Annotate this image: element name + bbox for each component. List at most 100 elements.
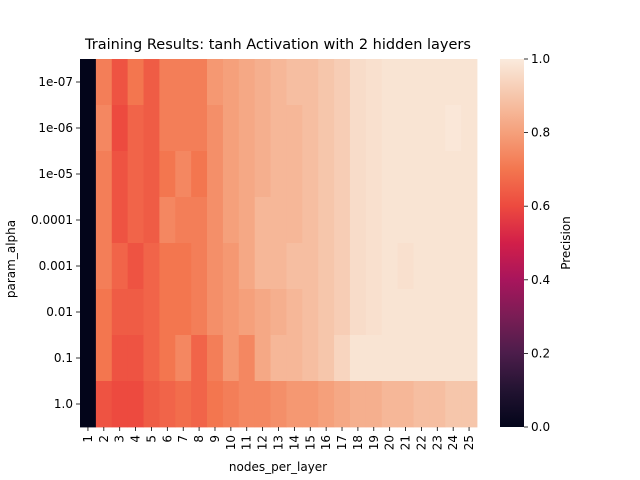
heatmap-cell bbox=[207, 151, 224, 198]
colorbar-tick-label: 1.0 bbox=[531, 52, 550, 66]
y-tick-label: 0.1 bbox=[54, 351, 73, 365]
colorbar-tick-label: 0.4 bbox=[531, 273, 550, 287]
heatmap-cell bbox=[429, 243, 446, 290]
heatmap-cell bbox=[461, 59, 478, 106]
y-tick-label: 1e-07 bbox=[38, 75, 73, 89]
heatmap-cell bbox=[461, 151, 478, 198]
heatmap-cell bbox=[365, 381, 383, 428]
y-tick-label: 0.0001 bbox=[31, 213, 73, 227]
heatmap-cell bbox=[286, 289, 303, 336]
heatmap-cell bbox=[461, 289, 478, 336]
heatmap-cell bbox=[461, 105, 478, 152]
heatmap-cell bbox=[95, 243, 113, 290]
x-tick-label: 13 bbox=[272, 435, 286, 450]
colorbar-tick-label: 0.0 bbox=[531, 420, 550, 434]
heatmap-cell bbox=[80, 381, 97, 428]
heatmap-cell bbox=[254, 59, 271, 106]
y-tick-label: 0.001 bbox=[39, 259, 73, 273]
heatmap-cell bbox=[254, 151, 271, 198]
heatmap-cell bbox=[111, 289, 129, 336]
heatmap-cell bbox=[445, 197, 462, 244]
x-tick-label: 19 bbox=[367, 435, 381, 450]
heatmap-cell bbox=[397, 59, 414, 106]
heatmap-cell bbox=[95, 105, 113, 152]
heatmap-cell bbox=[429, 105, 446, 152]
heatmap-cell bbox=[127, 105, 144, 152]
heatmap-cell bbox=[302, 335, 319, 382]
heatmap-cell bbox=[270, 151, 287, 198]
x-tick-label: 23 bbox=[430, 435, 444, 450]
heatmap-cell bbox=[175, 151, 192, 198]
heatmap-cell bbox=[413, 381, 430, 428]
heatmap-cell bbox=[207, 59, 224, 106]
heatmap-cell bbox=[238, 243, 256, 290]
heatmap-cell bbox=[270, 335, 287, 382]
heatmap-cell bbox=[80, 243, 97, 290]
heatmap-cell bbox=[80, 335, 97, 382]
heatmap-cell bbox=[445, 105, 462, 152]
heatmap-cell bbox=[159, 197, 176, 244]
heatmap-cell bbox=[318, 59, 335, 106]
heatmap-cell bbox=[191, 59, 208, 106]
x-tick-label: 18 bbox=[351, 435, 365, 450]
x-tick-label: 14 bbox=[287, 435, 301, 450]
colorbar-tick-label: 0.8 bbox=[531, 126, 550, 140]
heatmap-cell bbox=[222, 197, 240, 244]
heatmap-cell bbox=[461, 243, 478, 290]
heatmap-cell bbox=[143, 289, 160, 336]
heatmap-cell bbox=[413, 335, 430, 382]
heatmap-cell bbox=[95, 289, 113, 336]
heatmap-cell bbox=[270, 105, 287, 152]
heatmap-cell bbox=[127, 59, 144, 106]
heatmap-cell bbox=[334, 151, 351, 198]
heatmap-cell bbox=[159, 381, 176, 428]
heatmap-cell bbox=[286, 335, 303, 382]
heatmap-cell bbox=[413, 59, 430, 106]
heatmap-cell bbox=[175, 197, 192, 244]
heatmap-cell bbox=[175, 381, 192, 428]
heatmap-cell bbox=[80, 151, 97, 198]
x-tick-label: 11 bbox=[240, 435, 254, 450]
heatmap-cell bbox=[238, 151, 256, 198]
heatmap-cell bbox=[270, 381, 287, 428]
heatmap-cell bbox=[191, 151, 208, 198]
heatmap-cell bbox=[334, 105, 351, 152]
y-axis-label: param_alpha bbox=[4, 220, 18, 298]
x-tick-label: 21 bbox=[399, 435, 413, 450]
heatmap-cell bbox=[159, 289, 176, 336]
heatmap-cell bbox=[445, 151, 462, 198]
heatmap-cell bbox=[365, 289, 383, 336]
heatmap-cell bbox=[286, 381, 303, 428]
heatmap-cell bbox=[175, 289, 192, 336]
heatmap-cell bbox=[222, 105, 240, 152]
heatmap-cell bbox=[127, 381, 144, 428]
colorbar bbox=[500, 59, 524, 427]
y-tick-label: 1e-05 bbox=[38, 167, 73, 181]
heatmap-cell bbox=[286, 59, 303, 106]
heatmap-cell bbox=[270, 59, 287, 106]
heatmap-cell bbox=[349, 335, 367, 382]
x-tick-label: 2 bbox=[97, 435, 111, 443]
heatmap-cell bbox=[80, 105, 97, 152]
heatmap-cell bbox=[381, 381, 398, 428]
heatmap-cell bbox=[95, 197, 113, 244]
heatmap-cell bbox=[286, 151, 303, 198]
heatmap-cell bbox=[413, 197, 430, 244]
heatmap-cell bbox=[111, 335, 129, 382]
x-tick-label: 22 bbox=[414, 435, 428, 450]
heatmap-cell bbox=[127, 197, 144, 244]
heatmap-cell bbox=[159, 105, 176, 152]
heatmap-cell bbox=[413, 105, 430, 152]
heatmap-cell bbox=[429, 335, 446, 382]
heatmap-cell bbox=[127, 335, 144, 382]
heatmap-cell bbox=[80, 289, 97, 336]
y-tick-label: 1.0 bbox=[54, 397, 73, 411]
heatmap-cell bbox=[429, 381, 446, 428]
heatmap-cell bbox=[318, 151, 335, 198]
x-axis-ticks: 1 2 3 4 5 6 7 8 9 10 11 12 13 14 15 16 17 18 19 20 21 22 23 24 2… bbox=[81, 427, 476, 450]
heatmap-cell bbox=[111, 151, 129, 198]
heatmap-cell bbox=[318, 105, 335, 152]
heatmap-cell bbox=[175, 105, 192, 152]
heatmap-cell bbox=[111, 197, 129, 244]
heatmap-cell bbox=[286, 105, 303, 152]
